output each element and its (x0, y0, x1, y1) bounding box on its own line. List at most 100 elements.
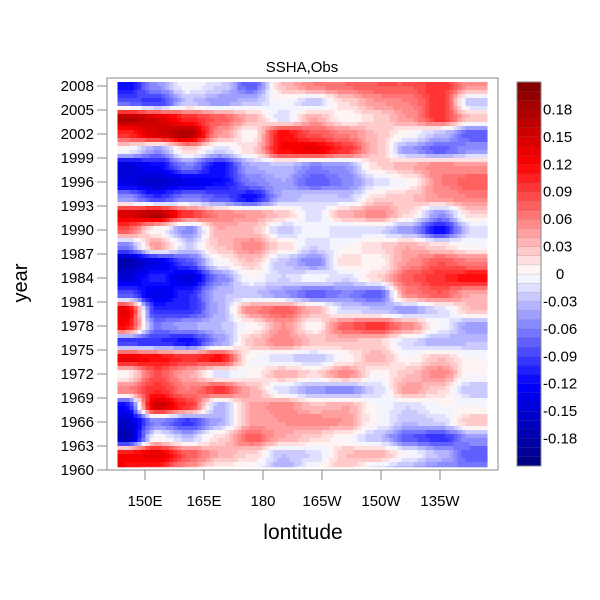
heat-cell (337, 158, 342, 163)
heat-cell (305, 266, 310, 271)
heat-cell (349, 146, 354, 151)
heat-cell (457, 214, 462, 219)
heat-cell (309, 170, 314, 175)
heat-cell (245, 202, 250, 207)
heat-cell (325, 130, 330, 135)
heat-cell (333, 202, 338, 207)
heat-cell (353, 182, 358, 187)
heat-cell (297, 246, 302, 251)
heat-cell (161, 150, 166, 155)
heat-cell (201, 150, 206, 155)
heat-cell (125, 86, 130, 91)
heat-cell (257, 194, 262, 199)
heat-cell (389, 278, 394, 283)
heat-cell (465, 86, 470, 91)
heat-cell (485, 214, 488, 219)
heat-cell (221, 278, 226, 283)
heat-cell (345, 230, 350, 235)
heat-cell (205, 146, 210, 151)
heat-cell (337, 98, 342, 103)
heat-cell (121, 250, 126, 255)
heat-cell (165, 186, 170, 191)
heat-cell (349, 242, 354, 247)
heat-cell (421, 250, 426, 255)
heat-cell (361, 110, 366, 115)
heat-cell (389, 214, 394, 219)
heat-cell (265, 238, 270, 243)
heat-cell (429, 86, 434, 91)
heat-cell (349, 142, 354, 147)
heat-cell (337, 262, 342, 267)
heat-cell (421, 98, 426, 103)
heat-cell (213, 106, 218, 111)
heat-cell (273, 122, 278, 127)
heat-cell (193, 150, 198, 155)
heat-cell (121, 230, 126, 235)
heat-cell (301, 198, 306, 203)
heat-cell (437, 130, 442, 135)
heat-cell (149, 242, 154, 247)
heat-cell (181, 202, 186, 207)
heat-cell (285, 294, 290, 299)
heat-cell (225, 194, 230, 199)
heat-cell (157, 262, 162, 267)
heat-cell (481, 290, 486, 295)
heat-cell (205, 202, 210, 207)
heat-cell (193, 222, 198, 227)
heat-cell (477, 178, 482, 183)
heat-cell (277, 98, 282, 103)
heat-cell (285, 130, 290, 135)
heat-cell (361, 190, 366, 195)
heat-cell (285, 286, 290, 291)
heat-cell (177, 246, 182, 251)
heat-cell (441, 262, 446, 267)
heat-cell (137, 170, 142, 175)
heat-cell (117, 166, 122, 171)
heat-cell (469, 130, 474, 135)
heat-cell (449, 238, 454, 243)
heat-cell (309, 222, 314, 227)
heat-cell (481, 230, 486, 235)
heat-cell (325, 142, 330, 147)
heat-cell (373, 114, 378, 119)
heat-cell (321, 210, 326, 215)
heat-cell (245, 130, 250, 135)
heat-cell (425, 270, 430, 275)
heat-cell (389, 94, 394, 99)
heat-cell (157, 274, 162, 279)
heat-cell (197, 250, 202, 255)
heat-cell (173, 130, 178, 135)
heat-cell (173, 206, 178, 211)
heat-cell (369, 146, 374, 151)
heat-cell (185, 114, 190, 119)
heat-cell (453, 230, 458, 235)
heat-cell (125, 206, 130, 211)
heat-cell (373, 198, 378, 203)
heat-cell (213, 110, 218, 115)
heat-cell (357, 110, 362, 115)
heat-cell (417, 186, 422, 191)
heat-cell (397, 162, 402, 167)
heat-cell (445, 274, 450, 279)
heat-cell (465, 258, 470, 263)
heat-cell (305, 162, 310, 167)
heat-cell (429, 258, 434, 263)
heat-cell (453, 106, 458, 111)
heat-cell (165, 194, 170, 199)
heat-cell (241, 230, 246, 235)
heat-cell (305, 282, 310, 287)
heat-cell (433, 150, 438, 155)
heat-cell (185, 238, 190, 243)
heat-cell (157, 234, 162, 239)
heat-cell (237, 294, 242, 299)
heat-cell (417, 158, 422, 163)
heat-cell (261, 130, 266, 135)
heat-cell (297, 234, 302, 239)
heat-cell (281, 98, 286, 103)
heat-cell (361, 278, 366, 283)
heat-cell (365, 134, 370, 139)
heat-cell (133, 150, 138, 155)
heat-cell (293, 254, 298, 259)
heat-cell (469, 210, 474, 215)
heat-cell (153, 210, 158, 215)
